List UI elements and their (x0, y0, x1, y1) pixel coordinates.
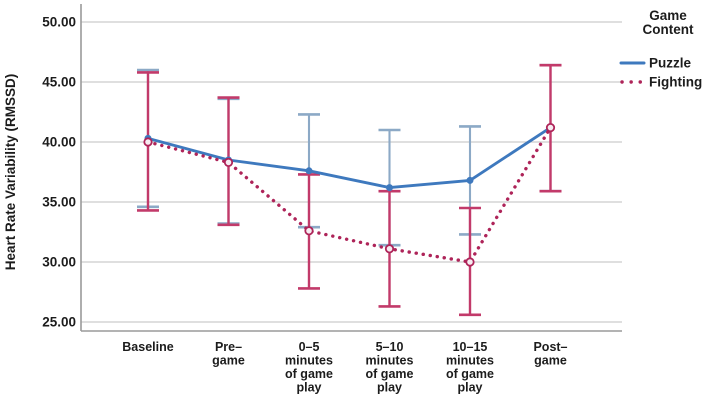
x-tick-label: 5–10 (376, 340, 404, 354)
x-tick-label: Baseline (122, 340, 173, 354)
x-tick-label: 10–15 (453, 340, 488, 354)
y-tick-label: 50.00 (42, 15, 76, 30)
series-line-puzzle (146, 126, 552, 190)
x-tick-label: of game (366, 367, 414, 381)
data-point-fighting (545, 123, 556, 133)
x-tick-label: Pre– (215, 340, 242, 354)
x-tick-label: 0–5 (299, 340, 320, 354)
x-tick-label: minutes (285, 354, 333, 368)
data-point-fighting (304, 226, 314, 236)
x-tick-label: game (534, 354, 567, 368)
legend-title: Content (643, 22, 694, 37)
x-tick-label: minutes (446, 354, 494, 368)
x-tick-label: play (296, 381, 321, 395)
y-tick-label: 35.00 (42, 195, 76, 210)
x-tick-label: of game (285, 367, 333, 381)
x-tick-label: minutes (366, 354, 414, 368)
data-point-puzzle (305, 167, 313, 175)
x-tick-label: of game (446, 367, 494, 381)
series-line-fighting (146, 125, 553, 264)
y-tick-label: 30.00 (42, 255, 76, 270)
x-tick-label: play (457, 381, 482, 395)
y-tick-label: 40.00 (42, 135, 76, 150)
data-point-puzzle (466, 176, 474, 184)
data-point-fighting (143, 137, 153, 147)
data-point-fighting (384, 244, 395, 254)
data-point-puzzle (386, 184, 393, 192)
y-tick-label: 25.00 (42, 315, 76, 330)
legend-label-puzzle: Puzzle (649, 56, 692, 71)
y-axis-title: Heart Rate Variability (RMSSD) (3, 74, 18, 271)
data-point-fighting (223, 157, 234, 167)
x-tick-label: Post– (533, 340, 567, 354)
data-point-fighting (465, 257, 475, 267)
y-tick-label: 45.00 (42, 75, 76, 90)
x-tick-label: play (377, 381, 402, 395)
x-tick-label: game (212, 354, 245, 368)
legend-label-fighting: Fighting (649, 75, 702, 90)
legend-title: Game (649, 8, 687, 23)
